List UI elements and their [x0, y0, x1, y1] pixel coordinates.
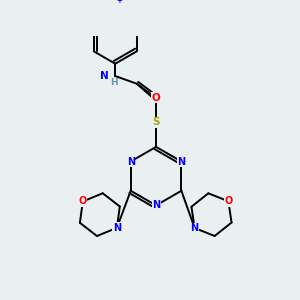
Text: N: N [152, 200, 160, 210]
Text: N: N [111, 0, 120, 2]
Text: N: N [127, 157, 135, 166]
Text: O: O [224, 196, 232, 206]
Text: N: N [100, 71, 109, 81]
Text: +: + [116, 0, 122, 4]
Text: N: N [177, 157, 185, 166]
Text: N: N [113, 223, 121, 233]
Text: H: H [110, 78, 118, 87]
Text: N: N [190, 223, 199, 233]
Text: O: O [79, 196, 87, 206]
Text: O: O [152, 93, 161, 103]
Text: S: S [152, 117, 160, 127]
